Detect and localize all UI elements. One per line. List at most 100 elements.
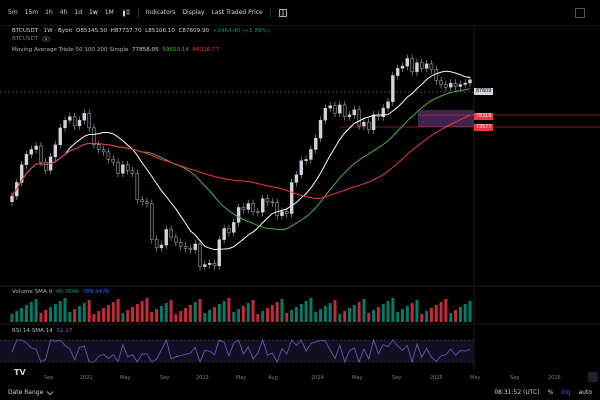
utc-clock[interactable]: 08:31:52 (UTC) [494,389,540,396]
fullscreen-button[interactable] [575,8,585,18]
ma50-line [11,70,471,251]
volume-bar [217,304,221,322]
indicators-button[interactable]: Indicators [145,9,176,16]
time-tick: 2023 [196,375,209,381]
volume-bar [212,307,216,322]
time-tick: 2025 [430,375,443,381]
layout-icon[interactable] [278,8,288,18]
candle-body [183,246,188,249]
volume-bar [425,311,429,322]
rsi-label: RSI 14 SMA 14 [12,328,53,334]
volume-bar [49,307,53,322]
volume-bar [246,303,250,322]
volume-bar [20,308,24,322]
volume-bar [434,305,438,322]
interval-1h[interactable]: 1h [45,9,53,16]
auto-toggle[interactable]: auto [578,389,592,396]
eye-icon[interactable] [42,36,51,42]
interval-15m[interactable]: 15m [24,9,39,16]
candle-body [34,145,38,150]
scroll-to-realtime-button[interactable] [588,372,598,382]
rsi-band [0,340,474,362]
candle-body [159,244,164,249]
time-axis[interactable]: Sep 2022 May Sep 2023 May Aug 2024 May S… [0,371,561,385]
candle-body [444,84,448,88]
candle-body [87,112,91,129]
candle-body [251,203,255,212]
candle-body [400,65,405,69]
volume-bar [63,298,67,322]
candle-body [304,159,308,161]
volume-bar [87,300,91,322]
legend-open: O85145.50 [75,28,108,34]
candle-body [371,114,376,131]
volume-bar [116,299,120,322]
volume-bar [410,303,414,322]
interval-1w[interactable]: 1w [89,9,98,16]
volume-bar [367,313,371,322]
volume-bar [323,306,327,322]
interval-4h[interactable]: 4h [59,9,68,16]
volume-bar [145,298,149,322]
interval-1d[interactable]: 1d [74,9,83,16]
volume-bar [449,313,453,322]
candle-body [342,104,347,117]
candle-body [289,182,294,214]
candle-body [135,173,140,200]
volume-bar [290,310,294,322]
candle-body [217,239,222,267]
volume-bar [102,308,106,322]
volume-bar [458,307,462,322]
candle-body [405,58,410,67]
volume-bar [372,310,376,322]
candle-body [111,159,115,163]
volume-bar [391,298,395,322]
display-button[interactable]: Display [182,9,205,16]
volume-bar [415,300,419,322]
rsi-line [11,338,471,364]
volume-bar [237,309,241,322]
volume-bar [155,309,159,322]
candle-body [236,207,241,223]
candle-body [333,105,337,114]
main-chart[interactable] [0,0,600,371]
volume-bar [294,307,298,322]
volume-bar [468,301,472,322]
legend-high: H87737.70 [110,28,142,34]
volume-bar [454,310,458,322]
candle-body [97,144,101,150]
volume-bar [405,306,409,322]
interval-5m[interactable]: 5m [8,9,18,16]
candle-type-icon[interactable] [121,8,131,18]
volume-bar [10,314,14,322]
candle-body [424,63,429,69]
toolbar-divider [269,7,271,18]
bottom-bar: Date Range 08:31:52 (UTC) % log auto [0,385,600,400]
date-range-button[interactable]: Date Range [8,389,44,396]
volume-bar [44,310,48,322]
candle-body [116,161,120,174]
volume-bar [68,312,72,322]
tradingview-logo: TV [14,368,26,377]
candle-body [203,264,207,267]
time-tick: May [352,375,363,381]
time-tick: 2026 [548,375,561,381]
time-tick: Aug [268,375,278,381]
volume-bar [309,298,313,322]
bottom-right-controls: 08:31:52 (UTC) % log auto [494,389,592,396]
volume-bar [169,300,173,322]
time-tick: May [236,375,247,381]
candle-body [19,164,24,183]
volume-sma-value: 789.447K [82,289,110,295]
candle-body [68,116,72,121]
log-toggle[interactable]: log [561,389,571,396]
last-price-tag: 87609 [474,88,494,95]
volume-bar [111,302,115,322]
percent-toggle[interactable]: % [547,389,554,396]
volume-bar [396,312,400,322]
ma100-value: 59650.14 [162,47,189,53]
price-source-select[interactable]: Last Traded Price [211,9,263,16]
ma50-value: 77858.05 [131,47,159,53]
interval-1M[interactable]: 1M [104,9,114,16]
